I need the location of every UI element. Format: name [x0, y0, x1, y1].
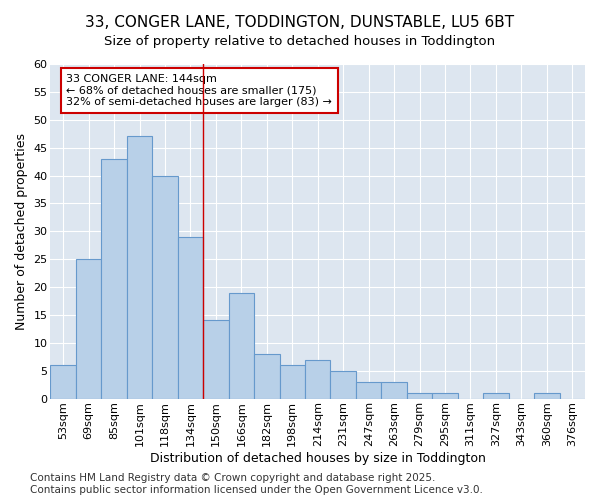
Bar [101, 159, 127, 398]
Text: 33 CONGER LANE: 144sqm
← 68% of detached houses are smaller (175)
32% of semi-de: 33 CONGER LANE: 144sqm ← 68% of detached… [67, 74, 332, 107]
Bar [254, 354, 280, 399]
Bar [203, 320, 229, 398]
Bar [127, 136, 152, 398]
Bar [76, 259, 101, 398]
Bar [50, 365, 76, 398]
Bar [305, 360, 331, 399]
Bar [356, 382, 382, 398]
Bar [382, 382, 407, 398]
Bar [178, 237, 203, 398]
Text: Size of property relative to detached houses in Toddington: Size of property relative to detached ho… [104, 35, 496, 48]
Bar [229, 292, 254, 399]
Text: 33, CONGER LANE, TODDINGTON, DUNSTABLE, LU5 6BT: 33, CONGER LANE, TODDINGTON, DUNSTABLE, … [85, 15, 515, 30]
Bar [280, 365, 305, 398]
Bar [331, 370, 356, 398]
X-axis label: Distribution of detached houses by size in Toddington: Distribution of detached houses by size … [150, 452, 485, 465]
Y-axis label: Number of detached properties: Number of detached properties [15, 133, 28, 330]
Bar [407, 393, 432, 398]
Bar [432, 393, 458, 398]
Text: Contains HM Land Registry data © Crown copyright and database right 2025.
Contai: Contains HM Land Registry data © Crown c… [30, 474, 483, 495]
Bar [152, 176, 178, 398]
Bar [483, 393, 509, 398]
Bar [534, 393, 560, 398]
